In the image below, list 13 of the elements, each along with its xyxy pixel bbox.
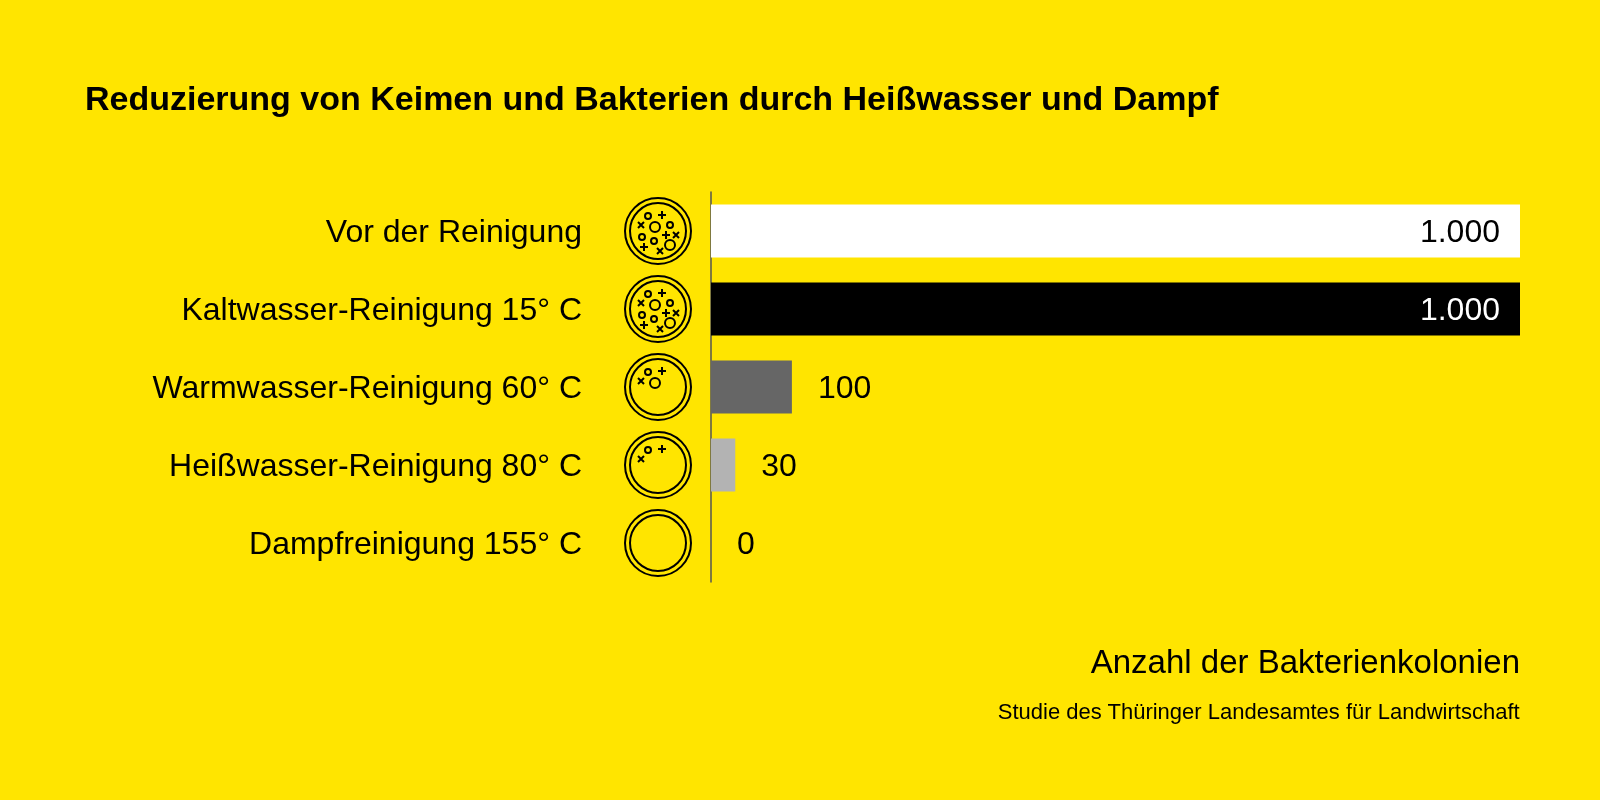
y-tick-label: Dampfreinigung 155° C (249, 525, 582, 561)
y-tick-label: Kaltwasser-Reinigung 15° C (181, 291, 582, 327)
data-label: 100 (817, 369, 872, 405)
chart-title: Reduzierung von Keimen und Bakterien durch Heißwasser und Dampf (85, 79, 1220, 117)
text: Studie des Thüringer Landesamtes für Landwirtschaft (997, 698, 1520, 724)
data-label: 1.000 (1419, 291, 1500, 327)
y-tick-label: Heißwasser-Reinigung 80° C (169, 447, 582, 483)
data-label: 0 (737, 525, 755, 561)
y-tick-label: Vor der Reinigung (325, 213, 582, 249)
y-tick-label: Warmwasser-Reinigung 60° C (152, 369, 582, 405)
data-label: 1.000 (1419, 213, 1500, 249)
x-axis-title: Anzahl der Bakterienkolonien (1090, 643, 1521, 680)
data-label: 30 (761, 447, 797, 483)
